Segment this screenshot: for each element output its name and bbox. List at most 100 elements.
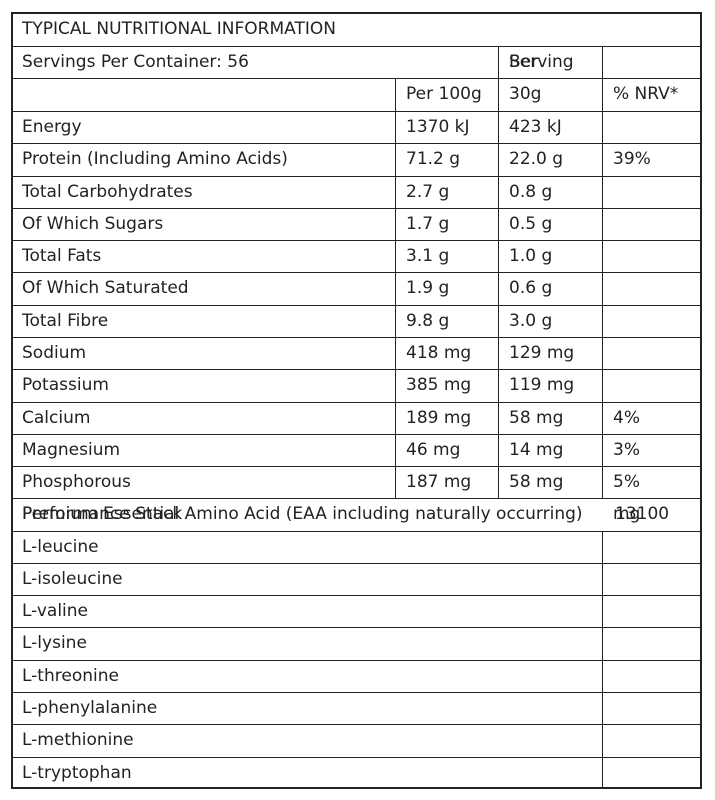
serving-header-overlap: Ber	[509, 52, 539, 72]
nutrient-name: Magnesium	[22, 440, 121, 460]
column-header-nrv: % NRV*	[613, 84, 679, 104]
nutrient-per-100g: 1.9 g	[406, 278, 450, 298]
nutrient-name: Total Fats	[22, 246, 102, 266]
nutrient-nrv	[602, 111, 701, 143]
nutrition-table	[11, 12, 702, 789]
nutrient-name: Energy	[22, 117, 82, 137]
nutrient-per-100g: 46 mg	[406, 440, 461, 460]
amino-acid-name: L-tryptophan	[22, 763, 132, 783]
nutrient-nrv	[602, 208, 701, 240]
amino-acid-name: L-valine	[22, 601, 89, 621]
column-divider	[602, 531, 603, 788]
nutrient-name: Phosphorous	[22, 472, 131, 492]
nutrient-per-serving: 1.0 g	[509, 246, 553, 266]
nutrient-per-100g: 187 mg	[406, 472, 472, 492]
row-divider	[11, 531, 701, 532]
nutrient-per-serving: 119 mg	[509, 375, 575, 395]
row-divider	[11, 660, 701, 661]
nutrient-per-100g: 385 mg	[406, 375, 472, 395]
row-divider	[11, 208, 701, 209]
nutrient-per-serving: 58 mg	[509, 472, 564, 492]
row-divider	[11, 240, 701, 241]
eaa-label-a: Performance Stack	[22, 504, 183, 524]
row-divider	[11, 402, 701, 403]
row-divider	[11, 563, 701, 564]
nutrient-nrv	[602, 337, 701, 369]
nutrient-name: Protein (Including Amino Acids)	[22, 149, 288, 169]
column-header-per-100g: Per 100g	[406, 84, 482, 104]
column-divider	[498, 46, 499, 78]
amino-acid-value	[602, 563, 701, 595]
row-divider	[11, 111, 701, 112]
row-divider	[11, 434, 701, 435]
amino-acid-name: L-methionine	[22, 730, 134, 750]
amino-acid-value	[602, 757, 701, 788]
nutrient-per-serving: 22.0 g	[509, 149, 564, 169]
nutrient-per-100g: 189 mg	[406, 408, 472, 428]
column-header-serving: 30g	[509, 84, 542, 104]
amino-acid-name: L-lysine	[22, 633, 87, 653]
nutrient-nrv	[602, 369, 701, 402]
column-divider	[395, 78, 396, 498]
nutrient-per-100g: 3.1 g	[406, 246, 450, 266]
row-divider	[11, 369, 701, 370]
nutrient-per-serving: 14 mg	[509, 440, 564, 460]
nutrient-nrv: 39%	[613, 149, 651, 169]
nutrient-per-100g: 418 mg	[406, 343, 472, 363]
amino-acid-value	[602, 660, 701, 692]
nutrient-nrv	[602, 272, 701, 305]
nutrient-nrv: 5%	[613, 472, 640, 492]
row-divider	[11, 466, 701, 467]
nutrient-nrv: 3%	[613, 440, 640, 460]
nutrient-per-100g: 71.2 g	[406, 149, 461, 169]
row-divider	[11, 46, 701, 47]
nutrient-name: Of Which Sugars	[22, 214, 164, 234]
row-divider	[11, 305, 701, 306]
row-divider	[11, 498, 701, 499]
row-divider	[11, 627, 701, 628]
nutrient-per-100g: 1.7 g	[406, 214, 450, 234]
row-divider	[11, 143, 701, 144]
amino-acid-value	[602, 531, 701, 563]
nutrient-nrv	[602, 305, 701, 337]
nutrient-per-serving: 58 mg	[509, 408, 564, 428]
nutrient-name: Potassium	[22, 375, 109, 395]
nutrient-per-serving: 423 kJ	[509, 117, 562, 137]
row-divider	[11, 724, 701, 725]
row-divider	[11, 176, 701, 177]
row-divider	[11, 272, 701, 273]
nutrient-per-serving: 0.5 g	[509, 214, 553, 234]
nutrient-name: Sodium	[22, 343, 87, 363]
row-divider	[11, 595, 701, 596]
amino-acid-value	[602, 595, 701, 627]
nutrient-per-100g: 2.7 g	[406, 182, 450, 202]
nutrient-name: Calcium	[22, 408, 91, 428]
row-divider	[11, 692, 701, 693]
column-divider	[498, 78, 499, 498]
eaa-value-a: mg	[613, 504, 641, 524]
eaa-label-b: Premium Essential Amino Acid (EAA includ…	[22, 504, 583, 524]
row-divider	[11, 337, 701, 338]
row-divider	[11, 757, 701, 758]
nutrient-per-serving: 0.6 g	[509, 278, 553, 298]
table-title: TYPICAL NUTRITIONAL INFORMATION	[22, 19, 336, 39]
servings-per-container: Servings Per Container: 56	[22, 52, 249, 72]
column-divider	[602, 46, 603, 78]
nutrient-per-100g: 9.8 g	[406, 311, 450, 331]
nutrient-per-serving: 3.0 g	[509, 311, 553, 331]
nutrient-nrv	[602, 240, 701, 272]
amino-acid-name: L-phenylalanine	[22, 698, 158, 718]
amino-acid-name: L-threonine	[22, 666, 119, 686]
column-divider	[602, 78, 603, 498]
serving-header: Serving	[509, 52, 574, 72]
row-divider	[11, 78, 701, 79]
nutrient-name: Total Fibre	[22, 311, 109, 331]
nutrient-name: Total Carbohydrates	[22, 182, 193, 202]
nutrient-per-serving: 129 mg	[509, 343, 575, 363]
nutrient-per-100g: 1370 kJ	[406, 117, 470, 137]
nutrient-nrv: 4%	[613, 408, 640, 428]
nutrient-name: Of Which Saturated	[22, 278, 189, 298]
amino-acid-value	[602, 692, 701, 724]
nutrient-nrv	[602, 176, 701, 208]
amino-acid-name: L-leucine	[22, 537, 99, 557]
